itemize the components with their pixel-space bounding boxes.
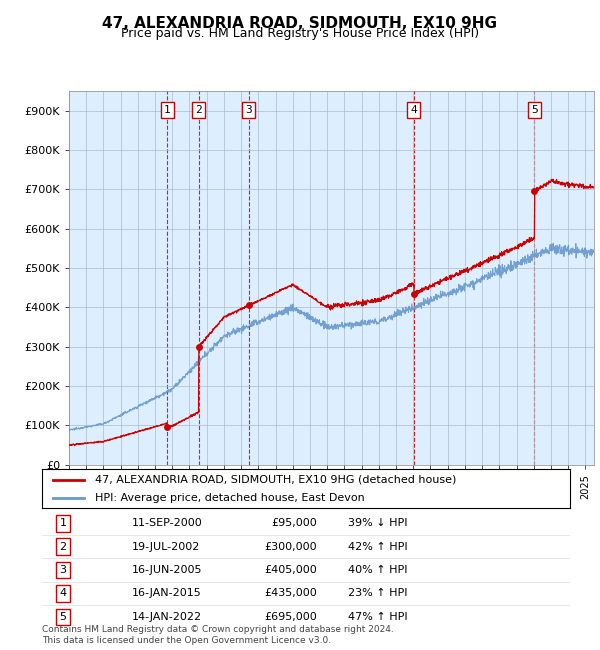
Text: 47, ALEXANDRIA ROAD, SIDMOUTH, EX10 9HG (detached house): 47, ALEXANDRIA ROAD, SIDMOUTH, EX10 9HG …: [95, 475, 456, 485]
Text: 1: 1: [164, 105, 170, 114]
Text: £435,000: £435,000: [264, 588, 317, 599]
Text: £405,000: £405,000: [264, 565, 317, 575]
Text: 47, ALEXANDRIA ROAD, SIDMOUTH, EX10 9HG: 47, ALEXANDRIA ROAD, SIDMOUTH, EX10 9HG: [103, 16, 497, 31]
Text: 5: 5: [59, 612, 67, 622]
Text: 40% ↑ HPI: 40% ↑ HPI: [348, 565, 408, 575]
Text: 2: 2: [59, 541, 67, 552]
Text: 39% ↓ HPI: 39% ↓ HPI: [348, 518, 408, 528]
Text: 3: 3: [245, 105, 252, 114]
Text: Price paid vs. HM Land Registry's House Price Index (HPI): Price paid vs. HM Land Registry's House …: [121, 27, 479, 40]
Text: 16-JAN-2015: 16-JAN-2015: [132, 588, 202, 599]
Text: 11-SEP-2000: 11-SEP-2000: [132, 518, 203, 528]
Text: 19-JUL-2002: 19-JUL-2002: [132, 541, 200, 552]
Text: 42% ↑ HPI: 42% ↑ HPI: [348, 541, 408, 552]
Text: £95,000: £95,000: [271, 518, 317, 528]
Text: 5: 5: [531, 105, 538, 114]
Text: 23% ↑ HPI: 23% ↑ HPI: [348, 588, 408, 599]
Text: 16-JUN-2005: 16-JUN-2005: [132, 565, 202, 575]
Text: Contains HM Land Registry data © Crown copyright and database right 2024.
This d: Contains HM Land Registry data © Crown c…: [42, 625, 394, 645]
Text: 47% ↑ HPI: 47% ↑ HPI: [348, 612, 408, 622]
Text: 4: 4: [59, 588, 67, 599]
Text: 4: 4: [410, 105, 418, 114]
Text: 14-JAN-2022: 14-JAN-2022: [132, 612, 202, 622]
Text: £695,000: £695,000: [264, 612, 317, 622]
Text: £300,000: £300,000: [264, 541, 317, 552]
Text: 1: 1: [59, 518, 67, 528]
Text: 3: 3: [59, 565, 67, 575]
Text: HPI: Average price, detached house, East Devon: HPI: Average price, detached house, East…: [95, 493, 365, 502]
Text: 2: 2: [196, 105, 202, 114]
